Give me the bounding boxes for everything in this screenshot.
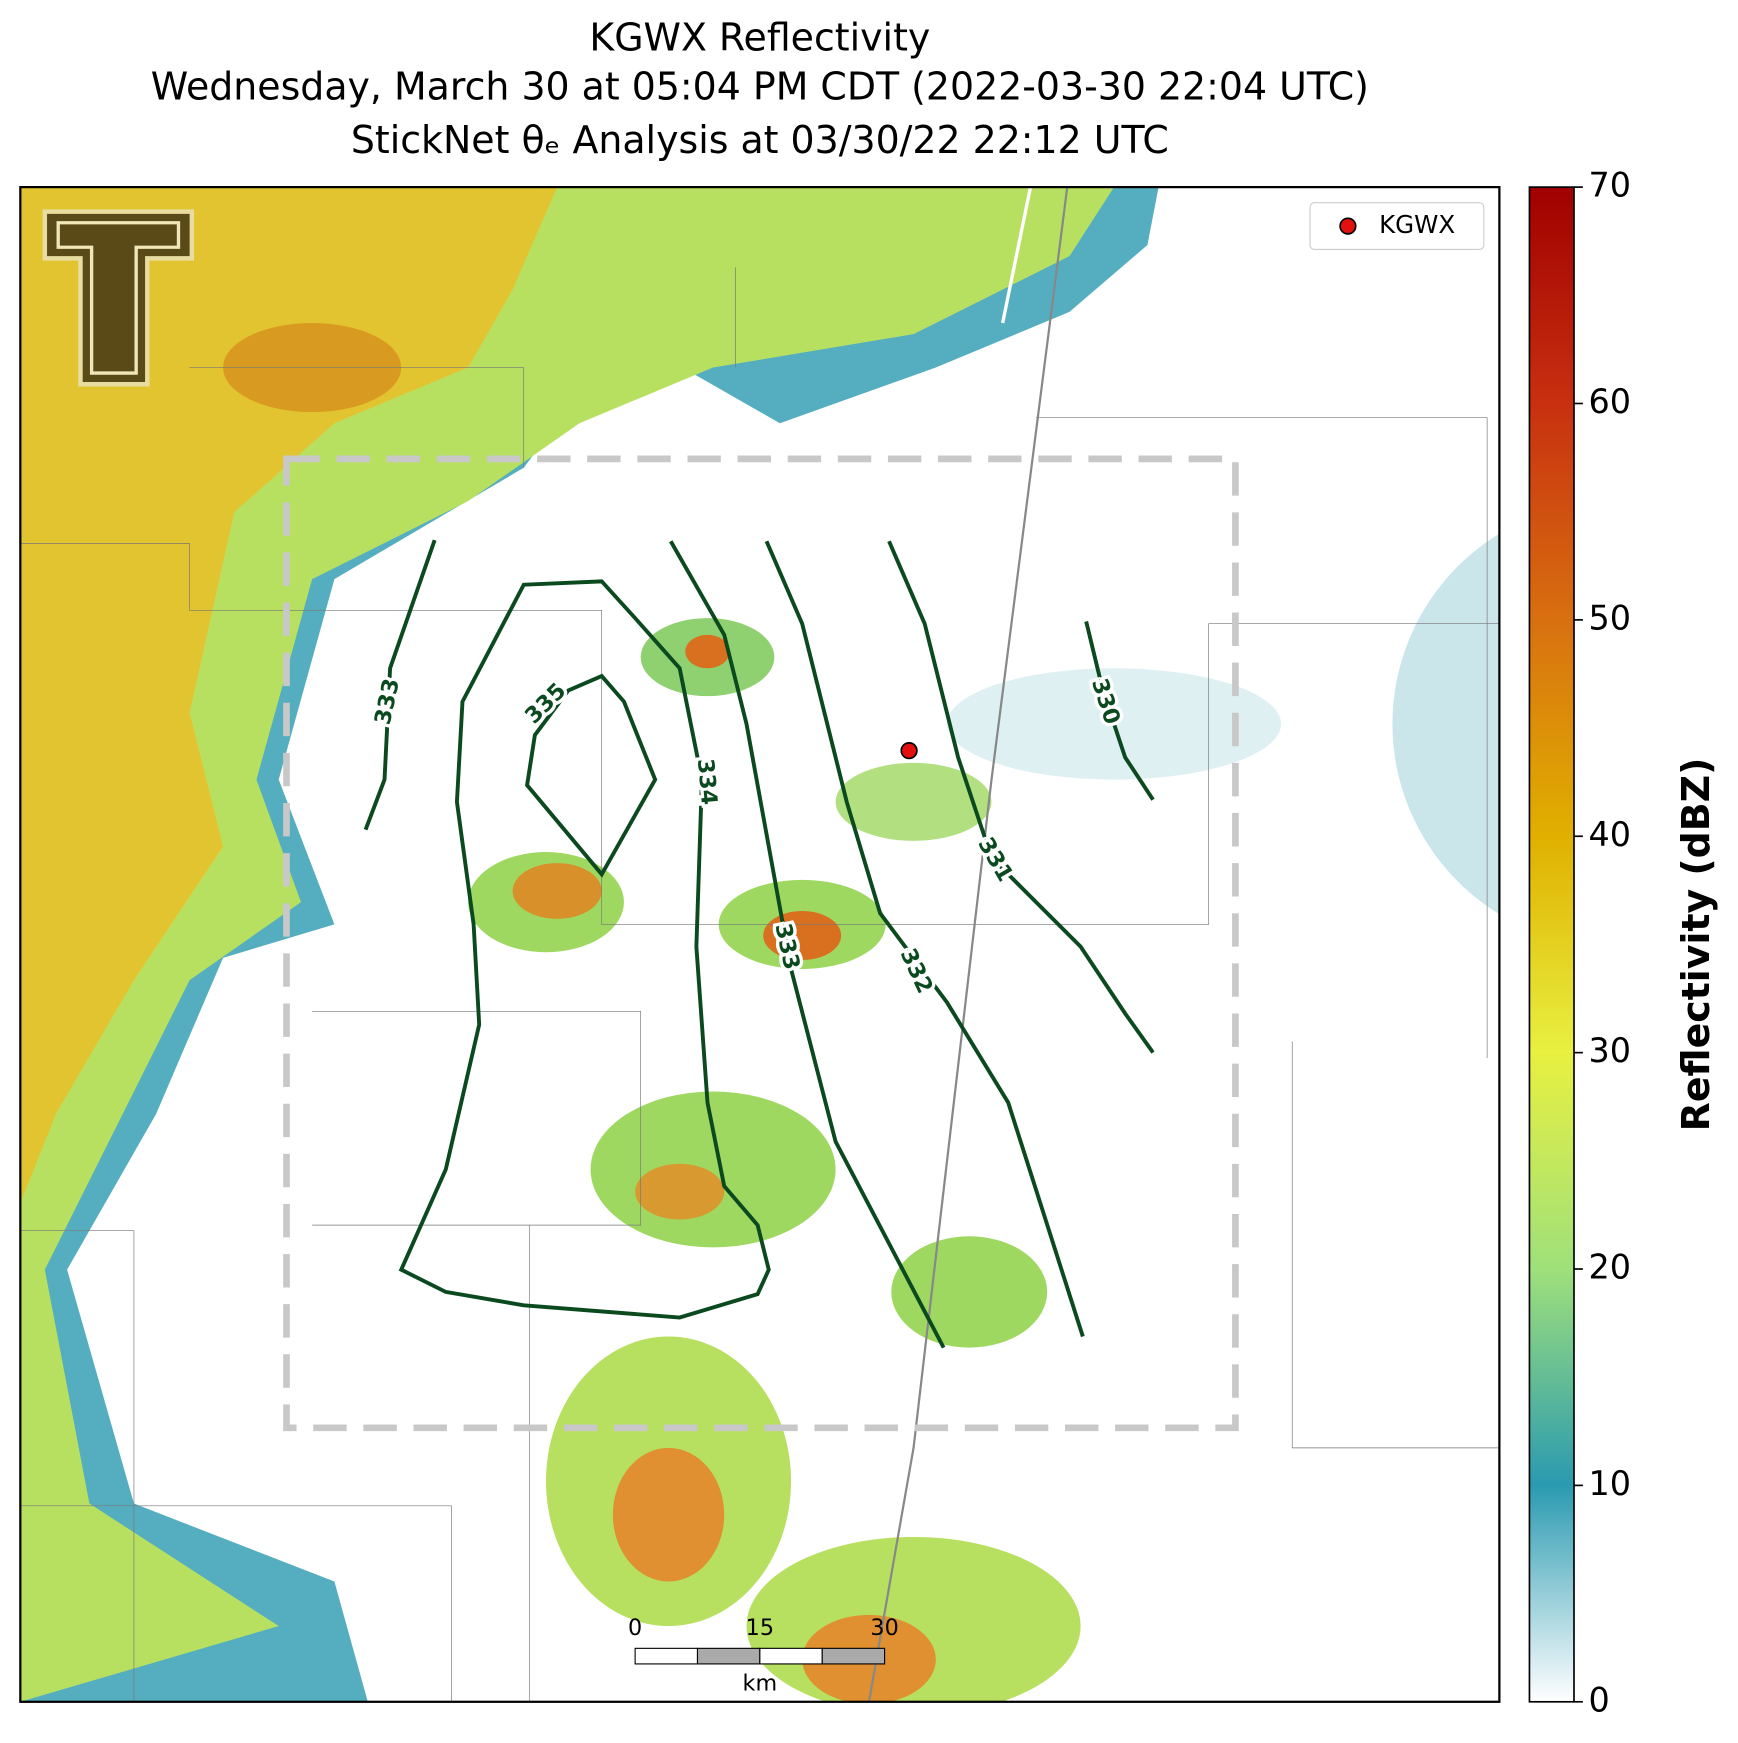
contour-label: 334 [692,758,722,807]
colorbar-tick-label: 20 [1588,1248,1631,1287]
scale-bar: 0 15 30 km [628,1615,899,1697]
scale-label: 30 [870,1615,898,1641]
colorbar-tick-label: 30 [1588,1031,1631,1070]
radar-map: 333 335 334 333 332 331 330 [20,187,1500,1702]
colorbar-tick-label: 60 [1588,382,1631,421]
legend-label: KGWX [1379,210,1455,239]
colorbar-tick-label: 70 [1588,166,1631,205]
scale-unit: km [743,1670,778,1696]
legend: KGWX [1309,202,1485,251]
title-line: Wednesday, March 30 at 05:04 PM CDT (202… [151,65,1369,109]
logo [42,209,195,387]
colorbar-label: Reflectivity (dBZ) [1674,758,1718,1132]
map-frame [19,185,1501,1703]
colorbar-tick-label: 40 [1588,815,1631,854]
colorbar-tick-label: 50 [1588,598,1631,637]
colorbar [1528,186,1575,1703]
colorbar-tick-label: 10 [1588,1464,1631,1503]
radar-site [900,742,918,760]
legend-marker [1339,217,1357,235]
colorbar-tick-label: 0 [1588,1680,1609,1719]
scale-label: 0 [628,1615,642,1641]
title-line: KGWX Reflectivity [589,16,930,60]
scale-label: 15 [746,1615,774,1641]
title-line: StickNet θₑ Analysis at 03/30/22 22:12 U… [351,118,1169,162]
